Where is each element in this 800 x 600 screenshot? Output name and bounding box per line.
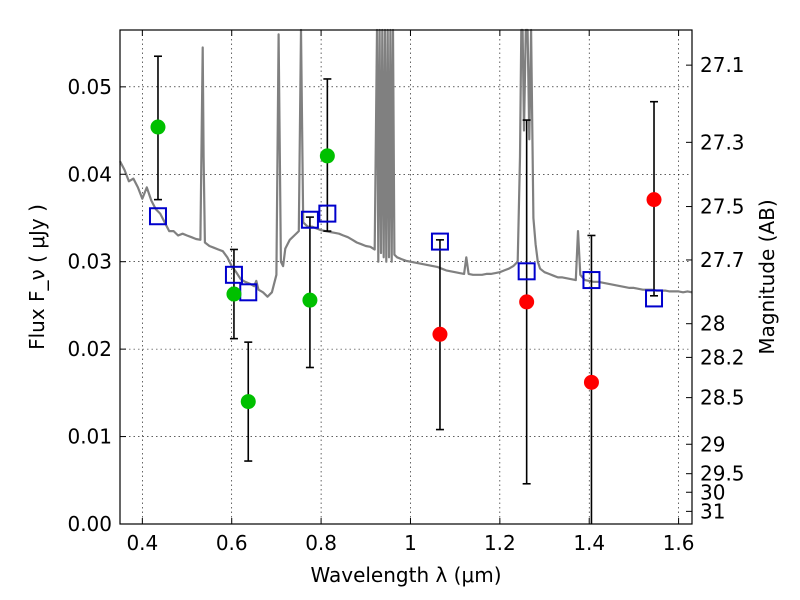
observed-point bbox=[226, 286, 242, 302]
observed-point bbox=[583, 374, 599, 390]
right-tick-label: 28 bbox=[700, 312, 725, 336]
right-tick-label: 28.5 bbox=[700, 386, 745, 410]
right-tick-label: 29 bbox=[700, 432, 725, 456]
observed-point bbox=[519, 294, 535, 310]
y-axis-label: Flux F_ν ( μJy ) bbox=[25, 204, 49, 350]
y-tick-label: 0.03 bbox=[67, 250, 112, 274]
model-box bbox=[517, 262, 536, 281]
right-tick-label: 29.5 bbox=[700, 462, 745, 486]
axis-ticks: 0.4 0.6 0.8 1 1.2 1.4 1.6 0.00 0.01 0.02 0.03 0.04 0… bbox=[67, 30, 745, 555]
right-tick-label: 27.5 bbox=[700, 195, 745, 219]
y-tick-label: 0.00 bbox=[67, 512, 112, 536]
x-tick-label: 1.2 bbox=[484, 531, 516, 555]
right-tick-label: 31 bbox=[700, 499, 725, 523]
model-spectrum bbox=[119, 28, 693, 298]
model-box bbox=[645, 289, 664, 308]
x-tick-label: 0.8 bbox=[305, 531, 337, 555]
x-tick-label: 0.4 bbox=[126, 531, 158, 555]
y-tick-label: 0.01 bbox=[67, 425, 112, 449]
grid bbox=[120, 30, 692, 525]
observed-points bbox=[150, 119, 662, 410]
observed-point bbox=[302, 292, 318, 308]
x-tick-label: 0.6 bbox=[216, 531, 248, 555]
right-tick-label: 27.7 bbox=[700, 248, 745, 272]
model-box bbox=[148, 207, 167, 226]
x-axis-label: Wavelength λ (μm) bbox=[310, 563, 501, 587]
right-tick-label: 28.2 bbox=[700, 345, 745, 369]
right-axis-label: Magnitude (AB) bbox=[755, 199, 779, 354]
model-box bbox=[300, 210, 319, 229]
model-box bbox=[582, 271, 601, 290]
x-tick-label: 1 bbox=[404, 531, 417, 555]
observed-point bbox=[432, 326, 448, 342]
x-tick-label: 1.6 bbox=[663, 531, 695, 555]
observed-point bbox=[646, 192, 662, 208]
y-tick-label: 0.02 bbox=[67, 337, 112, 361]
observed-point bbox=[150, 119, 166, 135]
right-tick-label: 27.1 bbox=[700, 53, 745, 77]
spectrum-line bbox=[119, 28, 693, 298]
plot-frame bbox=[119, 29, 693, 525]
right-tick-label: 27.3 bbox=[700, 130, 745, 154]
model-box bbox=[224, 265, 243, 284]
x-tick-label: 1.4 bbox=[573, 531, 605, 555]
observed-point bbox=[240, 394, 256, 410]
model-photometry-points bbox=[148, 204, 664, 308]
observed-point bbox=[319, 148, 335, 164]
model-box bbox=[430, 232, 449, 251]
right-tick-label: 30 bbox=[700, 480, 725, 504]
y-tick-label: 0.05 bbox=[67, 75, 112, 99]
model-box bbox=[318, 204, 337, 223]
y-tick-label: 0.04 bbox=[67, 162, 112, 186]
